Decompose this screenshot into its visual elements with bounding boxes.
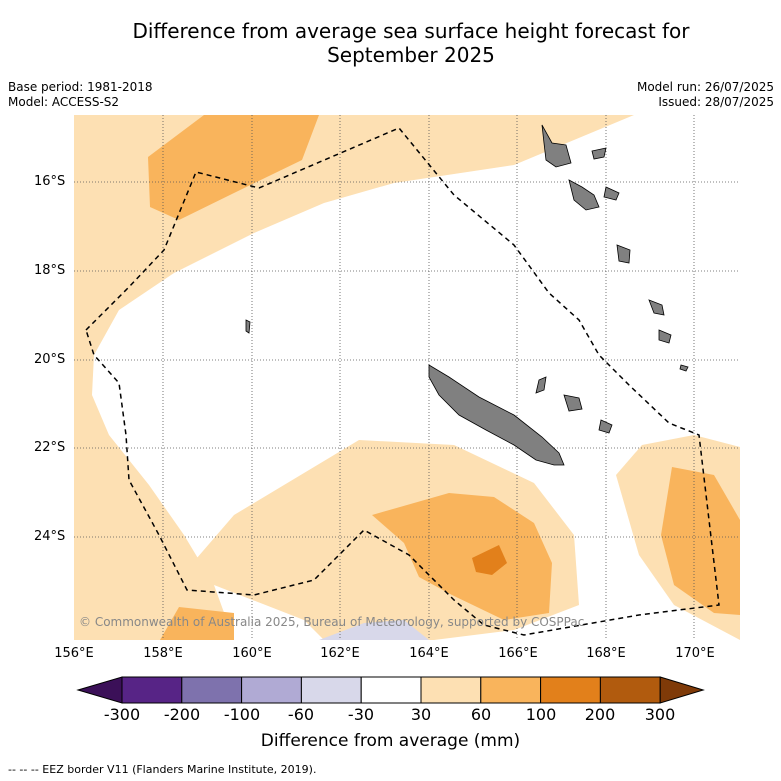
cb-segment — [420, 676, 482, 704]
lon-label-170e: 170°E — [675, 646, 715, 661]
vanuatu-erromango — [616, 244, 631, 264]
loyalty-lifou — [563, 394, 583, 412]
cb-tick-m200: -200 — [163, 705, 201, 724]
model-run: Model run: 26/07/2025 — [636, 80, 774, 94]
lon-label-162e: 162°E — [320, 646, 360, 661]
cb-tick-300: 300 — [644, 705, 676, 724]
lat-label-18s: 18°S — [34, 263, 66, 278]
cb-segment — [181, 676, 243, 704]
anomaly-dark — [472, 545, 507, 575]
lat-label-24s: 24°S — [34, 529, 66, 544]
cb-tick-30: 30 — [410, 705, 432, 724]
lon-label-158e: 158°E — [143, 646, 183, 661]
new-caledonia — [428, 364, 565, 466]
cb-tick-m100: -100 — [223, 705, 261, 724]
anomaly-mid-south — [372, 493, 552, 620]
title-line-1: Difference from average sea surface heig… — [132, 19, 690, 43]
cb-tick-m60: -60 — [287, 705, 315, 724]
chart-title: Difference from average sea surface heig… — [0, 19, 781, 67]
vanuatu-espiritu-santo — [541, 124, 572, 168]
meta-left: Base period: 1981-2018 Model: ACCESS-S2 — [8, 80, 153, 110]
cb-tick-m300: -300 — [103, 705, 141, 724]
land-masses — [245, 124, 689, 466]
lon-label-164e: 164°E — [409, 646, 449, 661]
cb-segment — [360, 676, 422, 704]
lat-label-20s: 20°S — [34, 352, 66, 367]
anomaly-mid-north — [148, 115, 319, 220]
anomaly-mid-southwest — [160, 607, 234, 640]
cb-tick-100: 100 — [525, 705, 557, 724]
cb-segment — [300, 676, 362, 704]
cb-tick-200: 200 — [584, 705, 616, 724]
lon-label-160e: 160°E — [232, 646, 272, 661]
matthew-island — [658, 329, 672, 344]
model-name: Model: ACCESS-S2 — [8, 95, 120, 109]
walpole-island — [679, 364, 689, 372]
cb-extend-high — [659, 676, 705, 704]
lat-label-22s: 22°S — [34, 440, 66, 455]
cb-extend-low — [76, 676, 123, 704]
chesterfield-islet — [245, 319, 251, 334]
gridlines — [74, 115, 740, 640]
title-line-2: September 2025 — [327, 43, 495, 67]
lat-label-16s: 16°S — [34, 174, 66, 189]
cb-tick-m30: -30 — [347, 705, 375, 724]
colorbar — [76, 676, 705, 704]
map-panel — [74, 115, 740, 640]
meta-right: Model run: 26/07/2025 Issued: 28/07/2025 — [637, 80, 774, 110]
colorbar-label: Difference from average (mm) — [260, 731, 521, 751]
lon-label-166e: 166°E — [498, 646, 538, 661]
eez-footnote: -- -- -- EEZ border V11 (Flanders Marine… — [8, 763, 317, 776]
vanuatu-efate — [603, 186, 620, 201]
cb-segment — [241, 676, 302, 704]
copyright-notice: © Commonwealth of Australia 2025, Bureau… — [79, 615, 585, 629]
loyalty-mare — [598, 419, 613, 434]
base-period: Base period: 1981-2018 — [8, 80, 153, 94]
vanuatu-malakula — [568, 179, 600, 211]
anomaly-mid-east — [661, 467, 740, 615]
lon-label-168e: 168°E — [586, 646, 626, 661]
anomaly-negative — [319, 620, 429, 640]
hunter-island — [648, 299, 665, 316]
anomaly-light-north — [74, 115, 634, 640]
eez-border — [85, 127, 720, 636]
vanuatu-ambrym — [591, 147, 607, 160]
cb-segment — [540, 676, 601, 704]
ouvea — [535, 376, 547, 394]
cb-segment — [121, 676, 183, 704]
cb-segment — [480, 676, 542, 704]
lon-label-156e: 156°E — [54, 646, 94, 661]
issued-date: Issued: 28/07/2025 — [658, 95, 774, 109]
cb-segment — [599, 676, 661, 704]
cb-tick-60: 60 — [470, 705, 492, 724]
